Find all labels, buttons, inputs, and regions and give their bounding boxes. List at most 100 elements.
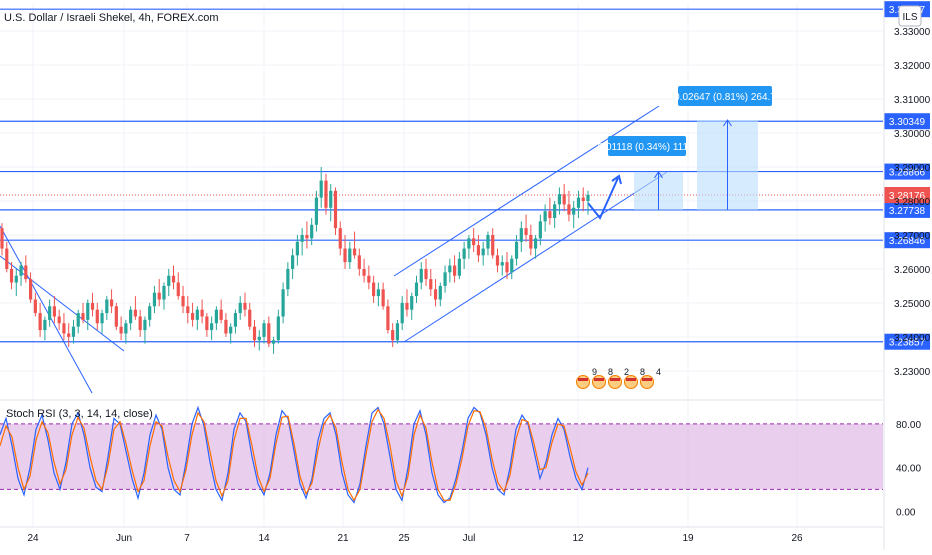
candle-body: [19, 265, 23, 276]
candle-body: [276, 316, 280, 341]
price-tick-label: 3.24000: [894, 333, 931, 344]
candle-body: [286, 268, 290, 290]
candle-body: [324, 180, 328, 208]
candle-body: [24, 265, 28, 280]
time-tick-label: 19: [682, 533, 694, 544]
candle-body: [224, 319, 228, 334]
currency-badge[interactable]: ILS: [898, 5, 922, 27]
candle-body: [386, 306, 390, 331]
last-price-label: 3.28176: [889, 191, 926, 202]
price-tick-label: 3.26000: [894, 265, 931, 276]
candle-body: [495, 255, 500, 266]
candle-body: [43, 319, 47, 331]
candle-body: [162, 285, 166, 300]
level-price-label: 3.30349: [889, 117, 926, 128]
candle-body: [433, 289, 438, 300]
candle-body: [314, 197, 319, 225]
level-price-tag: [884, 333, 930, 350]
candle-body: [305, 234, 309, 239]
symbol-title: U.S. Dollar / Israeli Shekel, 4h, FOREX.…: [4, 12, 219, 24]
candle-body: [491, 234, 495, 256]
event-flag-icon: [608, 375, 622, 389]
event-count: 8: [640, 367, 645, 377]
candle-body: [405, 302, 409, 310]
measure-label: 0.02647 (0.81%) 264.7: [674, 92, 776, 103]
candle-body: [119, 326, 123, 334]
candle-body: [462, 248, 466, 259]
candle-body: [472, 238, 476, 246]
candle-body: [357, 255, 361, 269]
candle-body: [181, 296, 185, 307]
event-flag-stripe: [642, 378, 652, 381]
level-price-label: 3.28866: [889, 168, 926, 179]
candle-body: [333, 190, 338, 229]
event-flag-icon: [576, 375, 590, 389]
candle-body: [510, 258, 514, 273]
candle-body: [376, 289, 380, 297]
labels-layer: U.S. Dollar / Israeli Shekel, 4h, FOREX.…: [4, 12, 219, 420]
candle-body: [514, 241, 519, 259]
price-tick-label: 3.27000: [894, 231, 931, 242]
event-count: 9: [592, 367, 597, 377]
time-tick-label: 25: [398, 533, 410, 544]
candle-body: [281, 289, 285, 317]
candle-body: [362, 268, 366, 276]
candle-body: [329, 190, 333, 208]
candle-body: [152, 292, 157, 307]
candles-layer[interactable]: [0, 167, 590, 354]
time-tick-label: Jun: [116, 533, 132, 544]
candle-body: [114, 306, 118, 327]
event-flag-stripe: [610, 378, 620, 381]
level-price-tag: [884, 201, 930, 218]
candle-body: [243, 302, 247, 310]
candle-body: [524, 228, 528, 235]
candle-body: [90, 302, 95, 310]
stoch-rsi-label: Stoch RSI (3, 3, 14, 14, close): [6, 408, 153, 420]
stoch-tick-label: 80.00: [896, 420, 921, 431]
candle-body: [295, 241, 299, 256]
candle-body: [76, 313, 80, 327]
candle-body: [148, 306, 152, 320]
price-tick-label: 3.33000: [894, 27, 931, 38]
candle-body: [9, 268, 14, 283]
candle-body: [410, 296, 414, 310]
candle-body: [419, 268, 423, 283]
event-flag-stripe: [594, 378, 604, 381]
candle-body: [262, 323, 266, 337]
stoch-lines[interactable]: [0, 405, 589, 504]
candle-body: [467, 238, 471, 249]
candle-body: [71, 326, 76, 337]
candle-body: [443, 272, 447, 286]
candle-body: [586, 194, 590, 201]
candle-body: [543, 211, 547, 222]
candle-body: [190, 313, 195, 320]
candle-body: [391, 330, 395, 341]
candle-body: [252, 326, 257, 341]
time-tick-label: 14: [258, 533, 270, 544]
time-tick-label: 26: [791, 533, 803, 544]
candle-body: [553, 204, 557, 218]
last-price-tag: [884, 187, 930, 204]
candle-body: [271, 340, 276, 344]
candle-body: [86, 302, 90, 320]
candle-body: [186, 306, 190, 314]
candle-body: [0, 228, 4, 249]
candle-body: [319, 180, 323, 198]
candle-body: [343, 248, 347, 263]
measure-label-box: [678, 86, 772, 106]
candle-body: [129, 309, 133, 324]
drawings: 0.01118 (0.34%) 111.8 0.02647 (0.81%) 264…: [0, 86, 776, 394]
candle-body: [5, 248, 9, 269]
candle-body: [448, 265, 452, 273]
event-flag-icon: [624, 375, 638, 389]
candle-body: [33, 299, 37, 314]
candle-body: [62, 323, 66, 334]
candle-body: [229, 326, 233, 334]
candle-body: [214, 309, 218, 324]
stoch-tick-label: 40.00: [896, 464, 921, 475]
stoch-tick-label: 0.00: [896, 507, 916, 518]
event-flag-stripe: [626, 378, 636, 381]
candle-body: [581, 197, 585, 201]
